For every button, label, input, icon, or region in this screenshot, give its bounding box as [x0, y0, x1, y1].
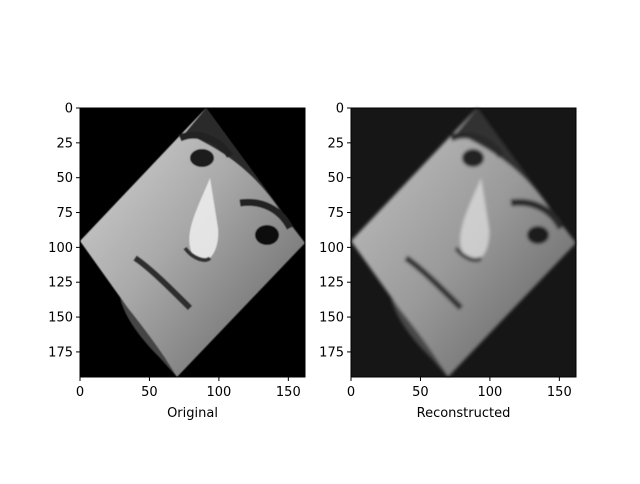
y-tick-label: 100 — [48, 241, 73, 256]
x-tick-label: 0 — [76, 385, 84, 400]
left-eye — [190, 149, 214, 167]
y-tick-label: 0 — [65, 102, 73, 117]
left-brow — [178, 131, 233, 159]
right-brow — [239, 198, 294, 230]
x-tick-label: 100 — [206, 385, 231, 400]
axes-1: 0 50 100 150 0 25 50 75 100 125 150 175 Original — [48, 102, 306, 421]
right-brow — [510, 198, 565, 230]
y-tick-label: 75 — [56, 206, 73, 221]
y-tick-label: 75 — [327, 206, 344, 221]
chin-shadow — [391, 298, 448, 377]
mouth — [404, 255, 464, 311]
x-tick-label: 150 — [547, 385, 572, 400]
y-tick-label: 150 — [319, 311, 344, 326]
axes-layer: 0 50 100 150 0 25 50 75 100 125 150 175 Original 0 50 1… — [48, 102, 577, 421]
axes-2: 0 50 100 150 0 25 50 75 100 125 150 175 Reconstructe… — [319, 102, 577, 421]
nose — [189, 178, 219, 261]
x-tick-label: 150 — [276, 385, 301, 400]
y-tick-label: 150 — [48, 311, 73, 326]
y-tick-label: 50 — [56, 171, 73, 186]
panel-original — [80, 108, 305, 377]
y-tick-label: 175 — [48, 345, 73, 360]
axes-frame — [79, 107, 306, 378]
x-tick-label: 0 — [347, 385, 355, 400]
nose — [460, 178, 490, 261]
mouth — [133, 255, 193, 311]
y-tick-label: 125 — [319, 276, 344, 291]
left-eye — [462, 149, 484, 167]
y-tick-label: 175 — [319, 345, 344, 360]
y-tick-label: 100 — [319, 241, 344, 256]
left-brow — [449, 131, 504, 159]
nostril — [183, 246, 212, 262]
y-tick-label: 125 — [48, 276, 73, 291]
axes-frame — [350, 107, 577, 378]
y-tick-label: 25 — [56, 136, 73, 151]
x-axis-label: Reconstructed — [417, 406, 511, 421]
x-tick-label: 50 — [141, 385, 158, 400]
x-tick-label: 100 — [477, 385, 502, 400]
x-tick-label: 50 — [412, 385, 429, 400]
x-axis-label: Original — [167, 406, 218, 421]
y-tick-label: 50 — [327, 171, 344, 186]
right-eye — [527, 226, 549, 244]
y-tick-label: 25 — [327, 136, 344, 151]
face-image — [80, 108, 305, 377]
face-image — [351, 108, 576, 377]
panel-reconstructed — [351, 108, 576, 377]
right-eye — [255, 225, 279, 245]
nostril — [454, 246, 483, 262]
y-tick-label: 0 — [336, 102, 344, 117]
chin-shadow — [120, 298, 177, 377]
